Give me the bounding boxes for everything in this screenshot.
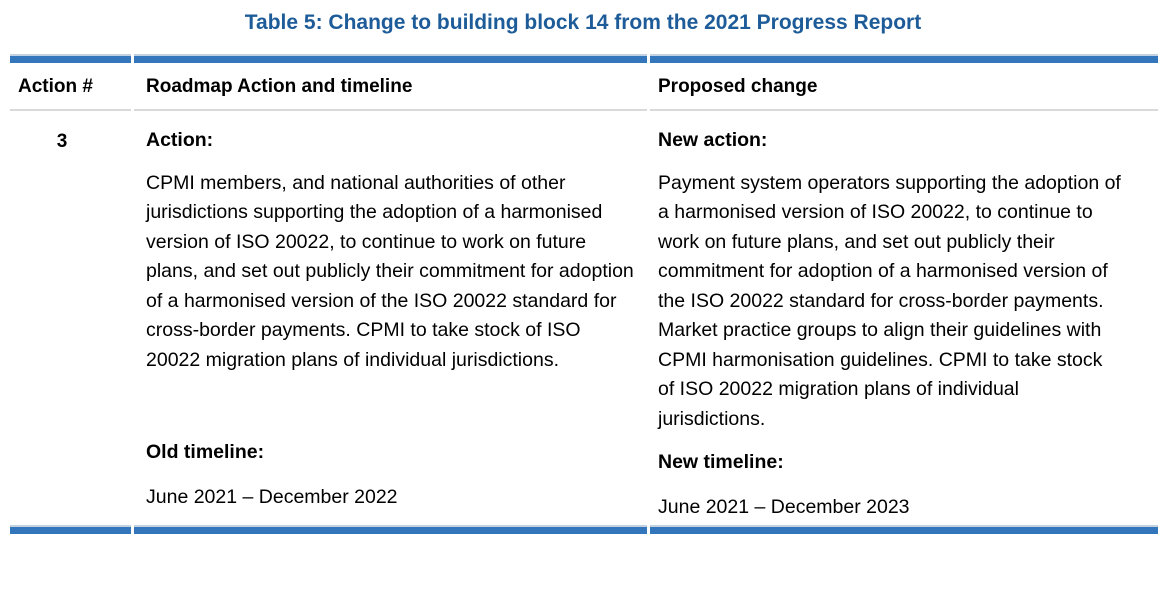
column-header-action-number: Action # — [18, 76, 93, 97]
divider-segment — [650, 109, 1158, 111]
table-bottom-border — [10, 525, 1158, 534]
bottom-border-col1 — [10, 525, 134, 534]
bottom-border-col2 — [134, 525, 650, 534]
border-segment — [10, 54, 131, 63]
border-segment — [10, 525, 131, 534]
proposed-timeline-value: June 2021 – December 2023 — [658, 495, 910, 518]
roadmap-timeline-label: Old timeline: — [146, 441, 265, 463]
roadmap-timeline-value: June 2021 – December 2022 — [146, 485, 398, 508]
border-segment — [134, 54, 647, 63]
column-header-roadmap-action: Roadmap Action and timeline — [146, 76, 413, 97]
action-number-cell: 3 — [56, 131, 68, 152]
border-segment — [650, 54, 1158, 63]
divider-col2 — [134, 109, 650, 111]
column-header-proposed-change: Proposed change — [658, 76, 818, 97]
roadmap-action-label: Action: — [146, 129, 214, 151]
top-border-col2 — [134, 54, 650, 63]
bottom-border-col3 — [650, 525, 1158, 534]
divider-col1 — [10, 109, 134, 111]
document-page: Table 5: Change to building block 14 fro… — [0, 10, 1166, 597]
proposed-timeline-label: New timeline: — [658, 451, 784, 473]
top-border-col1 — [10, 54, 134, 63]
divider-segment — [134, 109, 647, 111]
table-body-row: 3 Action: CPMI members, and national aut… — [10, 111, 1158, 522]
top-border-col3 — [650, 54, 1158, 63]
header-divider — [10, 109, 1158, 111]
border-segment — [650, 525, 1158, 534]
table-header-row: Action # Roadmap Action and timeline Pro… — [10, 75, 1158, 99]
roadmap-cell: Action: CPMI members, and national autho… — [134, 111, 650, 512]
table-title: Table 5: Change to building block 14 fro… — [244, 11, 922, 34]
divider-segment — [10, 109, 131, 111]
proposed-cell: New action: Payment system operators sup… — [650, 111, 1158, 522]
border-segment — [134, 525, 647, 534]
divider-col3 — [650, 109, 1158, 111]
roadmap-action-text: CPMI members, and national authorities o… — [146, 171, 634, 371]
table-top-border — [10, 54, 1158, 63]
proposed-action-label: New action: — [658, 129, 768, 151]
proposed-action-text: Payment system operators supporting the … — [658, 171, 1121, 430]
